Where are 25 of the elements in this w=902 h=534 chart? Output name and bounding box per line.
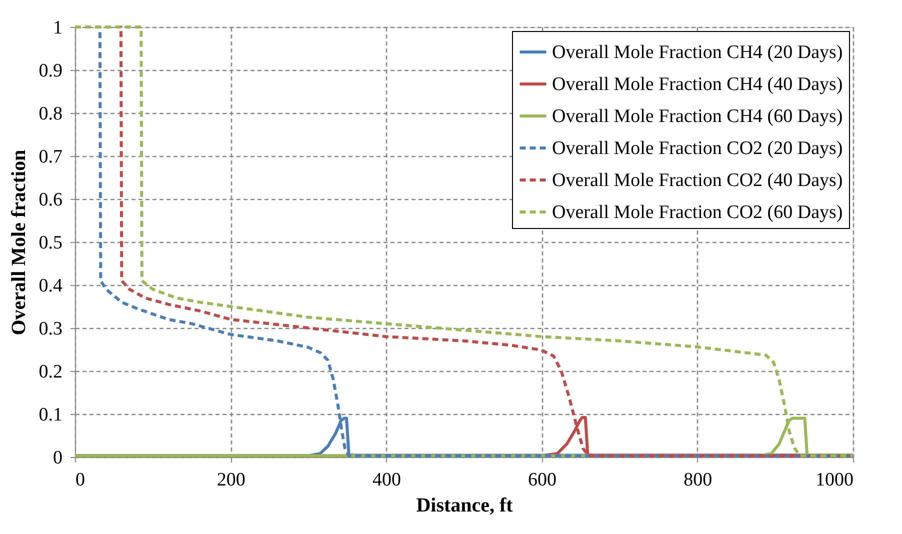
x-tick-label: 800 [684,470,712,490]
x-tick-label: 400 [372,470,401,490]
y-tick-label: 0.4 [38,276,63,296]
legend-label: Overall Mole Fraction CH4 (40 Days) [552,74,843,95]
y-tick-label: 0.9 [38,60,62,82]
y-tick-label: 1 [53,18,62,38]
x-axis-title: Distance, ft [416,494,514,516]
legend-label: Overall Mole Fraction CO2 (40 Days) [552,170,843,191]
legend-label: Overall Mole Fraction CH4 (60 Days) [552,106,843,127]
y-tick-label: 0.2 [38,362,62,382]
legend-label: Overall Mole Fraction CH4 (20 Days) [552,42,843,63]
y-tick-label: 0.8 [38,104,62,124]
y-tick-label: 0 [53,448,62,468]
legend-label: Overall Mole Fraction CO2 (60 Days) [552,202,843,223]
y-tick-label: 0.5 [38,232,62,254]
x-tick-label: 1000 [816,470,854,490]
y-tick-label: 0.7 [38,146,62,168]
y-tick-label: 0.6 [38,190,62,210]
y-tick-label: 0.1 [38,404,62,426]
x-tick-label: 0 [76,470,85,490]
y-axis-title: Overall Mole fraction [8,150,30,336]
x-tick-label: 600 [528,470,557,490]
x-tick-label: 200 [216,470,246,490]
y-tick-label: 0.3 [38,318,62,340]
legend-label: Overall Mole Fraction CO2 (20 Days) [552,138,843,159]
